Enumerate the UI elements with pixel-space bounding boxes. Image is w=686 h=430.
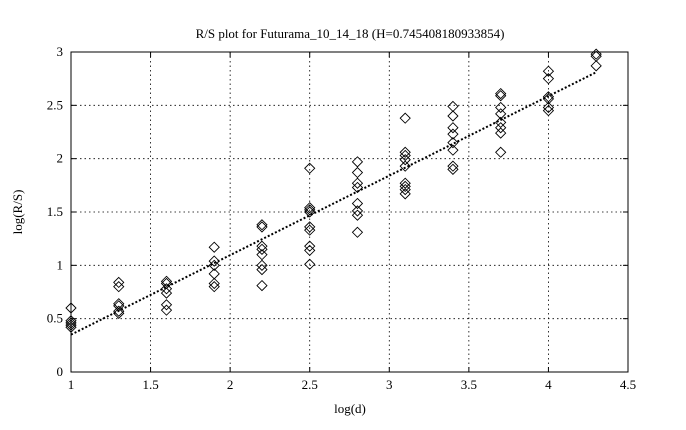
data-point <box>351 209 364 221</box>
data-point <box>447 100 459 113</box>
data-point <box>304 206 316 218</box>
data-point <box>256 219 268 231</box>
y-tick-label: 2.5 <box>47 97 63 112</box>
data-point <box>447 122 459 134</box>
data-point <box>304 240 316 252</box>
data-point <box>399 112 411 124</box>
data-point <box>256 221 268 233</box>
data-point <box>304 221 316 233</box>
data-point <box>542 73 555 85</box>
data-point <box>447 160 459 172</box>
x-tick-label: 2 <box>227 377 234 392</box>
data-point <box>113 305 125 317</box>
data-point <box>208 259 220 271</box>
data-point <box>160 275 173 287</box>
fit-line <box>70 71 597 336</box>
data-point <box>208 241 220 253</box>
y-tick-label: 0 <box>57 364 64 379</box>
data-point <box>447 163 459 175</box>
data-point <box>351 181 364 194</box>
data-point <box>495 146 507 158</box>
data-point <box>113 300 125 312</box>
data-point <box>351 226 364 238</box>
data-point <box>399 177 411 189</box>
data-point <box>160 299 173 311</box>
data-point <box>256 259 268 271</box>
data-point <box>160 283 173 295</box>
data-point <box>542 93 555 105</box>
x-tick-label: 1.5 <box>142 377 158 392</box>
data-point <box>304 162 316 174</box>
data-point <box>399 180 411 193</box>
y-axis-label: log(R/S) <box>10 190 25 235</box>
data-point <box>399 146 411 158</box>
y-tick-label: 1.5 <box>47 204 63 219</box>
data-point <box>256 263 268 276</box>
data-point <box>208 277 220 290</box>
x-axis-label: log(d) <box>334 401 366 416</box>
data-point <box>542 105 555 117</box>
data-point <box>495 127 507 139</box>
data-point <box>399 149 411 162</box>
data-point <box>160 287 173 299</box>
grid-lines <box>71 52 628 372</box>
data-point <box>495 116 507 129</box>
data-point <box>351 177 364 189</box>
data-point <box>495 101 507 114</box>
data-point <box>351 197 364 210</box>
data-point <box>256 240 268 252</box>
axis-ticks <box>70 51 629 373</box>
data-point <box>160 304 173 316</box>
data-point <box>495 122 507 134</box>
data-point <box>304 258 316 270</box>
data-point <box>304 224 316 236</box>
x-tick-label: 4.5 <box>620 377 636 392</box>
x-tick-label: 3 <box>386 377 393 392</box>
data-point <box>399 183 411 196</box>
x-tick-label: 2.5 <box>302 377 318 392</box>
data-point <box>542 91 555 103</box>
x-tick-label: 1 <box>68 377 75 392</box>
data-point <box>590 60 602 72</box>
data-point <box>113 307 125 319</box>
data-point <box>304 244 316 257</box>
x-tick-labels: 1 1.5 2 2.5 3 3.5 4 4.5 <box>68 377 636 392</box>
data-point <box>256 249 268 261</box>
data-point <box>399 154 411 166</box>
y-tick-label: 0.5 <box>47 311 63 326</box>
x-tick-label: 4 <box>545 377 552 392</box>
data-point <box>542 65 555 77</box>
data-point <box>447 144 459 156</box>
data-point <box>542 101 555 114</box>
y-tick-label: 3 <box>57 44 64 59</box>
regression-fit <box>70 71 597 336</box>
data-point <box>256 243 268 255</box>
data-point <box>447 137 459 149</box>
y-tick-label: 1 <box>57 257 64 272</box>
data-point <box>256 279 268 292</box>
data-point <box>351 205 364 217</box>
chart-title: R/S plot for Futurama_10_14_18 (H=0.7454… <box>196 26 505 41</box>
data-point <box>351 156 364 168</box>
y-tick-label: 2 <box>57 151 64 166</box>
data-point <box>113 276 125 289</box>
data-point <box>351 166 364 179</box>
data-point <box>495 90 507 102</box>
data-point <box>113 281 125 293</box>
x-tick-label: 3.5 <box>461 377 477 392</box>
data-point <box>447 110 459 122</box>
data-point <box>304 202 316 214</box>
data-point <box>495 108 507 120</box>
y-tick-labels: 0 0.5 1 1.5 2 2.5 3 <box>47 44 63 379</box>
data-point <box>447 128 459 140</box>
data-point <box>495 87 507 100</box>
data-point <box>399 188 411 200</box>
data-point <box>208 281 220 293</box>
data-points <box>65 48 602 333</box>
data-point <box>399 160 411 172</box>
data-point <box>304 204 316 216</box>
data-point <box>208 255 220 267</box>
